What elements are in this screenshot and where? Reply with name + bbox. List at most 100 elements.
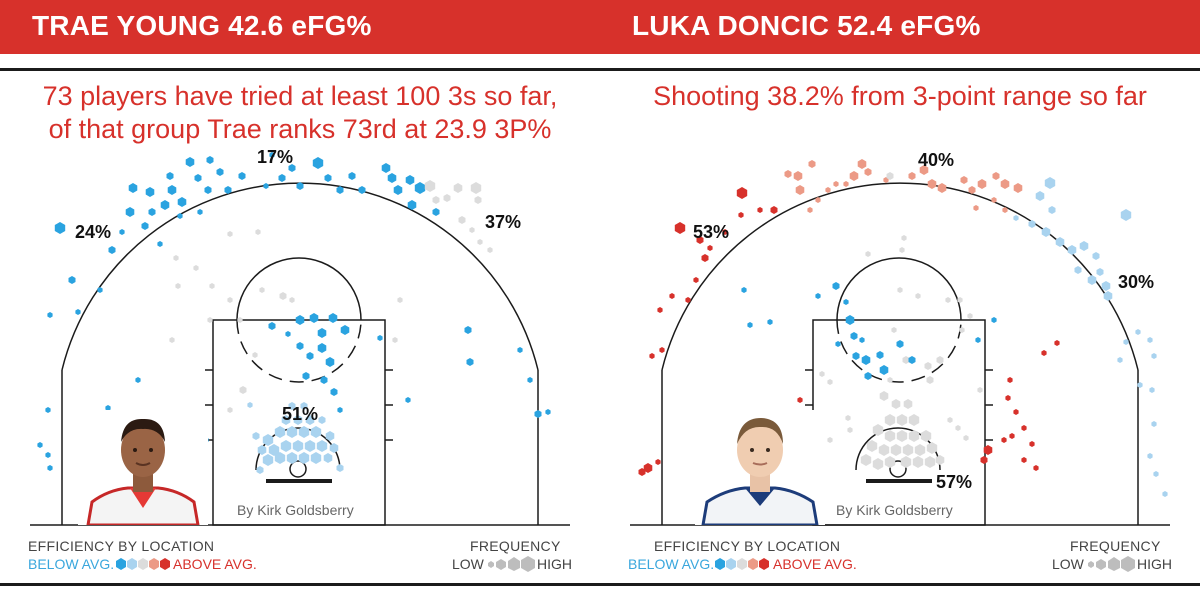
left-hexbin-1 <box>68 276 76 284</box>
right-hexbin-42 <box>795 185 805 195</box>
right-hexbin-127 <box>900 456 912 468</box>
left-hexbin-47 <box>424 180 436 192</box>
right-hexbin-74 <box>1079 241 1089 251</box>
freq-hex-4 <box>1121 556 1135 572</box>
right-hexbin-133 <box>963 435 969 441</box>
right-hexbin-104 <box>926 376 934 384</box>
left-hexbin-115 <box>274 452 286 464</box>
left-hexbin-121 <box>281 415 291 425</box>
free-throw-circle-top-left <box>236 257 362 321</box>
right-hexbin-9 <box>649 353 655 359</box>
subtitle-left-line-2: of that group Trae ranks 73rd at 23.9 3P… <box>48 114 552 144</box>
left-hexbin-119 <box>323 453 333 463</box>
right-hexbin-52 <box>908 172 916 180</box>
right-hexbin-107 <box>879 391 889 401</box>
left-hexbin-69 <box>289 297 295 303</box>
left-hexbin-110 <box>280 440 292 452</box>
left-hexbin-82 <box>306 352 314 360</box>
right-hexbin-142 <box>832 282 840 290</box>
left-hexbin-33 <box>336 186 344 194</box>
right-hexbin-39 <box>1033 465 1039 471</box>
right-hexbin-75 <box>1092 252 1100 260</box>
player-photo-left <box>78 410 208 525</box>
right-hexbin-62 <box>973 205 979 211</box>
left-hexbin-66 <box>237 317 243 323</box>
right-hexbin-78 <box>1101 281 1111 291</box>
left-hexbin-30 <box>296 182 304 190</box>
freq-hex-1 <box>1088 561 1094 568</box>
left-hexbin-85 <box>320 376 328 384</box>
left-hexbin-112 <box>304 440 316 452</box>
left-hexbin-65 <box>227 297 233 303</box>
left-hexbin-93 <box>466 358 474 366</box>
left-hexbin-132 <box>256 466 264 474</box>
left-hexbin-56 <box>477 239 483 245</box>
right-hexbin-159 <box>975 337 981 343</box>
left-hexbin-105 <box>274 426 286 438</box>
right-hexbin-30 <box>1021 425 1027 431</box>
avatar-right <box>695 410 825 525</box>
right-hexbin-145 <box>850 332 858 340</box>
right-hexbin-34 <box>1021 457 1027 463</box>
right-hexbin-85 <box>1137 382 1143 388</box>
left-hexbin-20 <box>166 172 174 180</box>
right-hexbin-122 <box>914 444 926 456</box>
right-hexbin-51 <box>883 177 889 183</box>
right-hexbin-140 <box>865 251 871 257</box>
left-hexbin-122 <box>293 415 303 425</box>
player-photo-right <box>695 410 825 525</box>
left-hexbin-21 <box>194 174 202 182</box>
left-hexbin-131 <box>336 464 344 472</box>
right-hexbin-43 <box>808 160 816 168</box>
right-hexbin-46 <box>833 181 839 187</box>
right-hexbin-125 <box>872 458 884 470</box>
right-hexbin-53 <box>919 165 929 175</box>
right-hexbin-101 <box>959 327 965 333</box>
right-hexbin-6 <box>669 293 675 299</box>
scale-hex-4 <box>748 558 758 570</box>
left-hexbin-17 <box>167 185 177 195</box>
right-hexbin-68 <box>1048 206 1056 214</box>
right-hexbin-89 <box>1153 471 1159 477</box>
right-hexbin-66 <box>1044 177 1056 189</box>
right-hexbin-2 <box>696 236 704 244</box>
left-hexbin-7 <box>75 309 81 315</box>
left-hexbin-86 <box>330 388 338 396</box>
right-hexbin-103 <box>924 362 932 370</box>
left-hexbin-129 <box>300 402 308 410</box>
court-right: 53% 40% 30% 57% <box>630 150 1170 526</box>
left-hexbin-34 <box>348 172 356 180</box>
left-hexbin-91 <box>377 335 383 341</box>
right-hexbin-117 <box>920 430 932 442</box>
above-avg-label-right: ABOVE AVG. <box>773 556 857 572</box>
left-hexbin-73 <box>252 352 258 358</box>
right-hexbin-120 <box>890 444 902 456</box>
left-hexbin-11 <box>125 207 135 217</box>
right-hexbin-111 <box>896 414 908 426</box>
restricted-arc-right <box>855 427 941 471</box>
left-hexbin-96 <box>527 377 533 383</box>
zone-label-left-wing: 24% <box>75 222 111 242</box>
free-throw-circle-bottom-right <box>836 319 962 383</box>
right-hexbin-38 <box>1054 340 1060 346</box>
right-hexbin-36 <box>980 456 988 464</box>
right-hexbin-17 <box>770 206 778 214</box>
panel-title-left: TRAE YOUNG 42.6 eFG% <box>32 10 372 41</box>
left-hexbin-42 <box>432 208 440 216</box>
left-hexbin-12 <box>128 183 138 193</box>
frequency-low-left: LOW <box>452 556 484 572</box>
right-hexbin-99 <box>957 297 963 303</box>
left-hexbin-51 <box>474 196 482 204</box>
left-hexbin-13 <box>145 187 155 197</box>
left-hexbin-36 <box>381 163 391 173</box>
right-hexbin-141 <box>891 327 897 333</box>
left-hexbin-0 <box>54 222 66 234</box>
right-hexbin-16 <box>757 207 763 213</box>
left-hexbin-54 <box>469 227 475 233</box>
right-hexbin-31 <box>1009 433 1015 439</box>
right-hexbin-56 <box>960 176 968 184</box>
left-hexbin-25 <box>238 172 246 180</box>
left-hexbin-62 <box>175 283 181 289</box>
right-hexbin-63 <box>1002 207 1008 213</box>
frequency-scale-right <box>1088 556 1135 572</box>
